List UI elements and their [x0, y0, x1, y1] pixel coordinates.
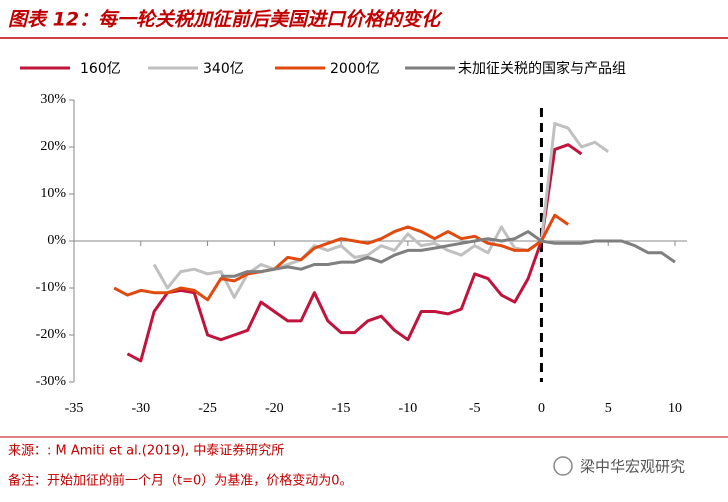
y-tick-label: 30% [40, 92, 66, 107]
y-tick-label: -10% [36, 280, 67, 295]
x-tick-label: -15 [332, 401, 351, 416]
chart-title: 图表 12：每一轮关税加征前后美国进口价格的变化 [8, 9, 443, 31]
x-tick-label: -25 [198, 401, 217, 416]
legend-label: 2000亿 [330, 61, 380, 77]
series-line [113, 213, 570, 302]
legend-label: 160亿 [80, 61, 121, 77]
x-tick-label: -5 [469, 401, 481, 416]
note: 备注：开始加征的前一个月（t=0）为基准，价格变动为0。 [8, 473, 353, 489]
series-line [152, 122, 610, 299]
y-tick-label: 0% [47, 233, 66, 248]
x-tick-label: 10 [668, 401, 682, 416]
source: 来源：: M Amiti et al.(2019), 中泰证券研究所 [8, 443, 284, 459]
x-tick-label: -10 [399, 401, 418, 416]
x-tick-label: 5 [605, 401, 612, 416]
y-tick-label: 10% [40, 186, 66, 201]
series-line [220, 230, 676, 278]
x-tick-label: -35 [65, 401, 84, 416]
x-tick-label: 0 [538, 401, 545, 416]
y-tick-label: -30% [36, 374, 67, 389]
y-tick-label: 20% [40, 139, 66, 154]
x-tick-label: -30 [131, 401, 150, 416]
x-tick-label: -20 [265, 401, 284, 416]
legend-label: 未加征关税的国家与产品组 [458, 60, 626, 77]
series-line [126, 143, 583, 363]
legend-label: 340亿 [203, 61, 244, 77]
watermark: 梁中华宏观研究 [580, 458, 685, 476]
y-tick-label: -20% [36, 327, 67, 342]
watermark-icon [553, 456, 573, 476]
